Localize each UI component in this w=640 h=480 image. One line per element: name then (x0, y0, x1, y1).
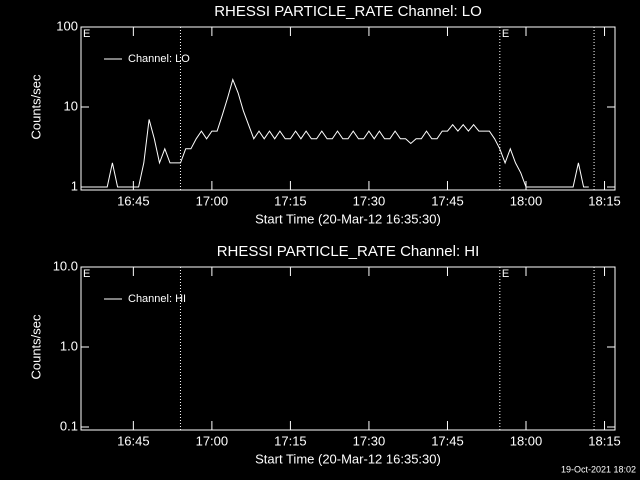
annotation: E (83, 268, 90, 280)
x-tick-label: 17:30 (353, 433, 386, 448)
legend-label: Channel: HI (128, 293, 186, 305)
x-tick-label: 17:45 (431, 433, 464, 448)
legend-label: Channel: LO (128, 53, 190, 65)
y-tick-label: 0.1 (60, 418, 78, 433)
x-tick-label: 18:00 (510, 433, 543, 448)
annotation: E (502, 268, 509, 280)
chart-title: RHESSI PARTICLE_RATE Channel: LO (214, 3, 482, 20)
x-tick-label: 18:00 (510, 193, 543, 208)
y-tick-label: 10 (64, 98, 78, 113)
x-tick-label: 17:00 (196, 433, 229, 448)
series-line (86, 78, 589, 188)
y-tick-label: 100 (56, 18, 78, 33)
annotation: E (83, 28, 90, 40)
y-axis-label: Counts/sec (28, 74, 43, 140)
x-tick-label: 18:15 (588, 193, 621, 208)
x-tick-label: 17:45 (431, 193, 464, 208)
plot-frame (80, 26, 616, 191)
y-tick-label: 10.0 (53, 258, 78, 273)
x-tick-label: 17:15 (274, 193, 307, 208)
y-axis-label: Counts/sec (28, 314, 43, 380)
y-tick-label: 1.0 (60, 338, 78, 353)
x-tick-label: 17:00 (196, 193, 229, 208)
x-tick-label: 16:45 (117, 193, 150, 208)
y-tick-label: 1 (71, 178, 78, 193)
x-tick-label: 17:15 (274, 433, 307, 448)
x-tick-label: 17:30 (353, 193, 386, 208)
x-axis-label: Start Time (20-Mar-12 16:35:30) (255, 451, 441, 466)
plot-frame (80, 266, 616, 431)
x-tick-label: 16:45 (117, 433, 150, 448)
x-axis-label: Start Time (20-Mar-12 16:35:30) (255, 211, 441, 226)
footer: 19-Oct-2021 18:02 (561, 464, 636, 474)
x-tick-label: 18:15 (588, 433, 621, 448)
annotation: E (502, 28, 509, 40)
chart-title: RHESSI PARTICLE_RATE Channel: HI (217, 243, 480, 260)
